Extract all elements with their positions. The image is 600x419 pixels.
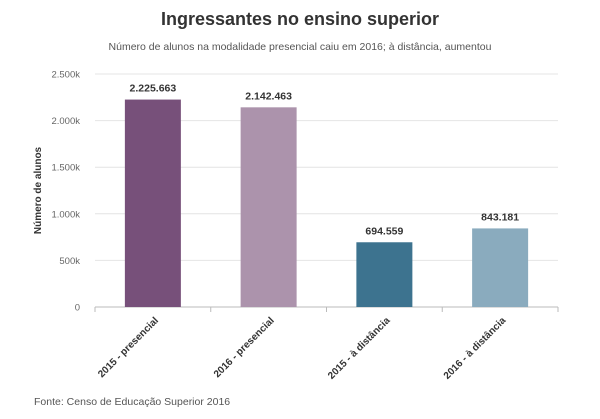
data-label: 694.559 [365,225,403,237]
y-tick-label: 1.000k [51,209,80,220]
y-tick-label: 2.500k [51,70,80,81]
x-tick-label: 2015 - à distância [326,315,393,382]
y-tick-label: 500k [59,256,80,267]
x-tick-label: 2015 - presencial [96,315,161,380]
bar [356,242,413,307]
chart-title: Ingressantes no ensino superior [160,9,440,29]
data-label: 2.142.463 [245,90,292,102]
bar [124,99,181,307]
x-tick-label: 2016 - à distância [442,315,509,382]
y-tick-label: 2.000k [51,116,80,127]
data-label: 2.225.663 [130,83,177,95]
y-axis-title: Número de alunos [33,146,44,234]
y-tick-label: 1.500k [51,163,80,174]
bar [472,228,529,307]
source-note: Fonte: Censo de Educação Superior 2016 [34,396,231,408]
x-tick-label: 2016 - presencial [212,315,277,380]
y-tick-label: 0 [75,303,80,314]
bar [240,107,297,307]
data-label: 843.181 [481,211,519,223]
chart-subtitle: Número de alunos na modalidade presencia… [108,41,492,53]
